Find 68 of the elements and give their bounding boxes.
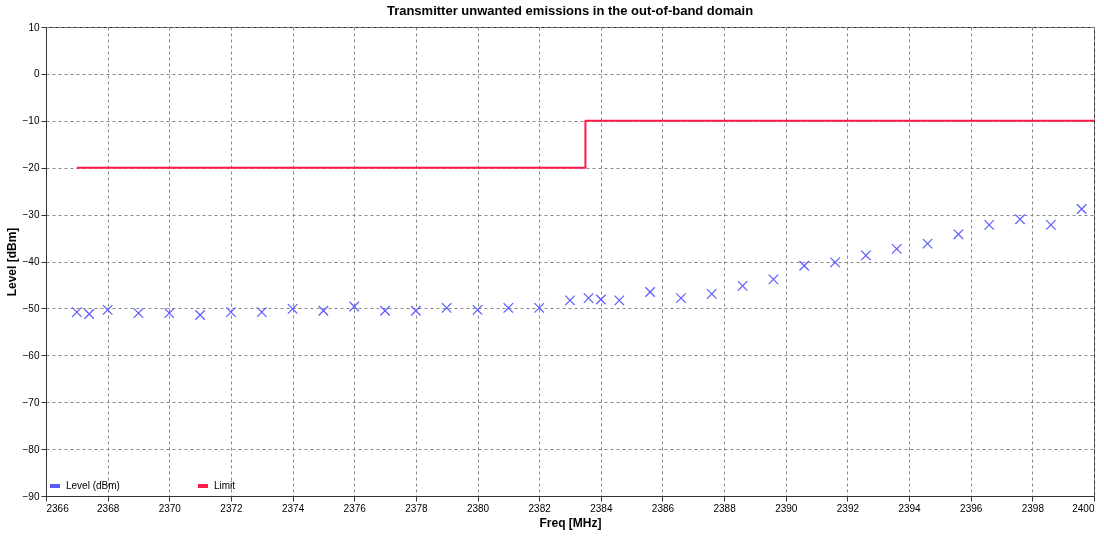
x-axis-title: Freq [MHz] [539,515,602,530]
point [891,243,903,255]
point [348,301,360,312]
point [194,309,206,321]
x-tick-label: 2374 [281,502,305,514]
x-tick-label: 2390 [775,502,798,514]
x-tick-label: 2384 [590,502,613,514]
point [675,292,687,304]
point [953,228,964,240]
x-tick-label: 2392 [836,502,860,514]
point [564,295,576,306]
x-tick-label: 2366 [46,502,70,514]
point [1076,203,1088,215]
y-tick-label: −30 [22,209,40,221]
point [922,238,933,250]
x-tick-label: 2396 [960,502,983,514]
x-tick-label: 2378 [405,502,428,514]
point [737,280,748,292]
y-tick-label: −90 [22,490,40,502]
point [133,307,144,319]
x-tick-label: 2382 [528,502,552,514]
y-tick-label: 10 [28,21,40,33]
point [287,303,298,315]
point [503,302,514,314]
legend-label: Limit [214,480,236,491]
y-tick-label: −20 [22,162,40,174]
x-tick-label: 2386 [651,502,675,514]
x-tick-label: 2376 [343,502,367,514]
y-tick-label: −70 [22,396,40,408]
y-tick-label: −50 [22,302,40,314]
point [768,273,779,285]
point [533,302,545,314]
x-tick-label: 2372 [220,502,243,514]
point [163,307,175,319]
point [644,286,656,298]
x-tick-label: 2380 [466,502,490,514]
x-tick-label: 2398 [1021,502,1045,514]
point [1045,219,1057,231]
point [1014,213,1026,225]
point [318,305,329,317]
point [256,306,268,318]
point [983,219,995,231]
point [706,288,718,300]
point [441,302,453,314]
point [225,306,237,318]
point [83,308,95,320]
legend-label: Level (dBm) [66,480,120,491]
point [410,305,422,317]
y-tick-label: −40 [22,256,40,267]
y-tick-label: −80 [22,443,40,455]
x-tick-label: 2400 [1072,502,1095,514]
y-tick-label: −10 [22,115,40,127]
y-tick-label: −60 [22,349,40,361]
point [71,306,83,318]
point [472,304,483,316]
x-tick-label: 2388 [713,502,737,514]
point [798,260,810,272]
chart-title: Transmitter unwanted emissions in the out-of-band domain [386,3,754,18]
point [860,250,872,261]
x-tick-label: 2370 [158,502,182,514]
x-tick-label: 2368 [97,502,120,514]
y-axis-title: Level [dBm] [4,227,19,297]
point [102,304,113,316]
y-tick-label: 0 [33,68,40,80]
point [379,305,391,317]
point [829,257,841,268]
point [613,295,625,306]
x-tick-label: 2394 [898,502,922,514]
